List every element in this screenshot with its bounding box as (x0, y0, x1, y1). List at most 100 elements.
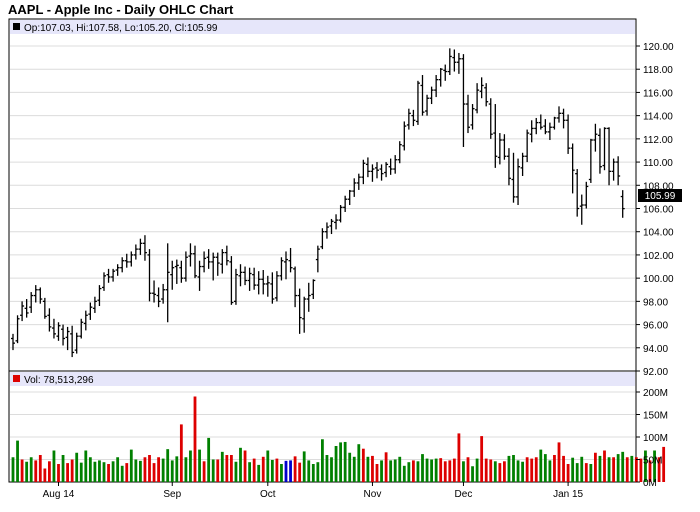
volume-bar (412, 460, 415, 482)
ohlc-bar (347, 189, 352, 206)
volume-bar (648, 460, 652, 482)
volume-panel: Vol: 78,513,296 0M 50M 100M 150M 200M (8, 370, 668, 489)
volume-bar (612, 457, 615, 482)
ohlc-bar (425, 94, 430, 116)
ohlc-bar (92, 296, 97, 313)
volume-bar (371, 455, 374, 482)
volume-bar (179, 424, 183, 482)
ohlc-bar (488, 98, 493, 139)
volume-bar (316, 462, 320, 482)
volume-bar (434, 458, 438, 482)
volume-bar (603, 450, 606, 482)
volume-bar (480, 436, 484, 482)
ohlc-bar (124, 253, 129, 268)
volume-bar (343, 441, 347, 482)
ohlc-bar (579, 194, 584, 225)
ohlc-bar (493, 104, 498, 168)
volume-bar (11, 457, 15, 482)
ohlc-bar (343, 195, 348, 212)
volume-bar (380, 460, 383, 482)
volume-axis: 0M 50M 100M 150M 200M (636, 388, 668, 489)
volume-bar (107, 464, 110, 482)
volume-bar (530, 458, 534, 482)
volume-tick-label: 0M (643, 478, 657, 489)
volume-bar (457, 433, 461, 482)
price-tick-label: 102.00 (643, 251, 674, 262)
ohlc-bar (402, 121, 407, 151)
volume-bar (16, 440, 19, 482)
volume-bar (566, 464, 570, 482)
volume-bar (293, 456, 297, 482)
volume-bar (475, 458, 479, 482)
ohlc-bar (415, 80, 420, 125)
ohlc-bar (566, 114, 571, 154)
ohlc-bar (156, 287, 161, 308)
date-tick-label: Dec (455, 489, 473, 500)
ohlc-bar (252, 267, 257, 290)
volume-bars (11, 396, 666, 482)
ohlc-bar (570, 143, 575, 194)
volume-bar (70, 459, 74, 482)
volume-bar (357, 444, 361, 482)
ohlc-bar (611, 158, 616, 181)
ohlc-bar (461, 54, 466, 147)
volume-bar (202, 461, 206, 482)
volume-bar (398, 456, 402, 482)
volume-bar (539, 449, 543, 482)
volume-bar (484, 458, 488, 482)
volume-bar (266, 450, 270, 482)
last-price-box (638, 189, 682, 202)
volume-bar (466, 457, 470, 482)
volume-bar (211, 459, 215, 482)
ohlc-bar (265, 275, 270, 297)
price-panel: Op:107.03, Hi:107.58, Lo:105.20, Cl:105.… (8, 18, 682, 378)
volume-bar (334, 446, 338, 482)
ohlc-bar (288, 247, 293, 273)
ohlc-bar (557, 106, 561, 123)
ohlc-bar (115, 264, 120, 276)
ohlc-bar (83, 310, 88, 331)
ohlc-bar (602, 127, 607, 171)
volume-bar (393, 459, 397, 482)
volume-bar (653, 450, 656, 482)
ohlc-bar (147, 249, 152, 302)
ohlc-bar (138, 238, 143, 255)
volume-bar (348, 452, 352, 482)
volume-bar (284, 460, 288, 482)
volume-bar (594, 452, 597, 482)
ohlc-bar (261, 270, 266, 295)
ohlc-bar (224, 245, 229, 266)
volume-bar (325, 455, 329, 482)
volume-bar (621, 451, 625, 482)
volume-bar (175, 456, 179, 482)
price-tick-label: 94.00 (643, 344, 668, 355)
price-legend-band (10, 20, 635, 34)
ohlc-bar (142, 235, 147, 261)
ohlc-bar (238, 264, 243, 287)
ohlc-bar (56, 322, 61, 341)
ohlc-bar (607, 127, 612, 186)
ohlc-bar (11, 333, 15, 351)
ohlc-bar (302, 296, 307, 333)
ohlc-bar (279, 257, 284, 281)
ohlc-bar (15, 315, 20, 344)
volume-bar (321, 439, 324, 482)
ohlc-bar (588, 138, 593, 183)
ohlc-bar (88, 302, 93, 320)
volume-legend-text: Vol: 78,513,296 (24, 375, 94, 386)
ohlc-bar (352, 178, 357, 197)
volume-bar (607, 457, 611, 482)
ohlc-bar (506, 148, 511, 186)
volume-bar (375, 464, 379, 482)
ohlc-bar (111, 268, 116, 282)
price-tick-label: 112.00 (643, 135, 673, 146)
volume-bar (557, 442, 561, 482)
ohlc-bar (97, 285, 102, 306)
ohlc-bar (311, 279, 316, 300)
volume-bar (430, 459, 433, 482)
chart-title: AAPL - Apple Inc - Daily OHLC Chart (8, 2, 234, 17)
volume-bar (630, 455, 634, 482)
ohlc-bar (547, 122, 552, 141)
volume-bar (52, 450, 56, 482)
volume-bar (134, 459, 138, 482)
